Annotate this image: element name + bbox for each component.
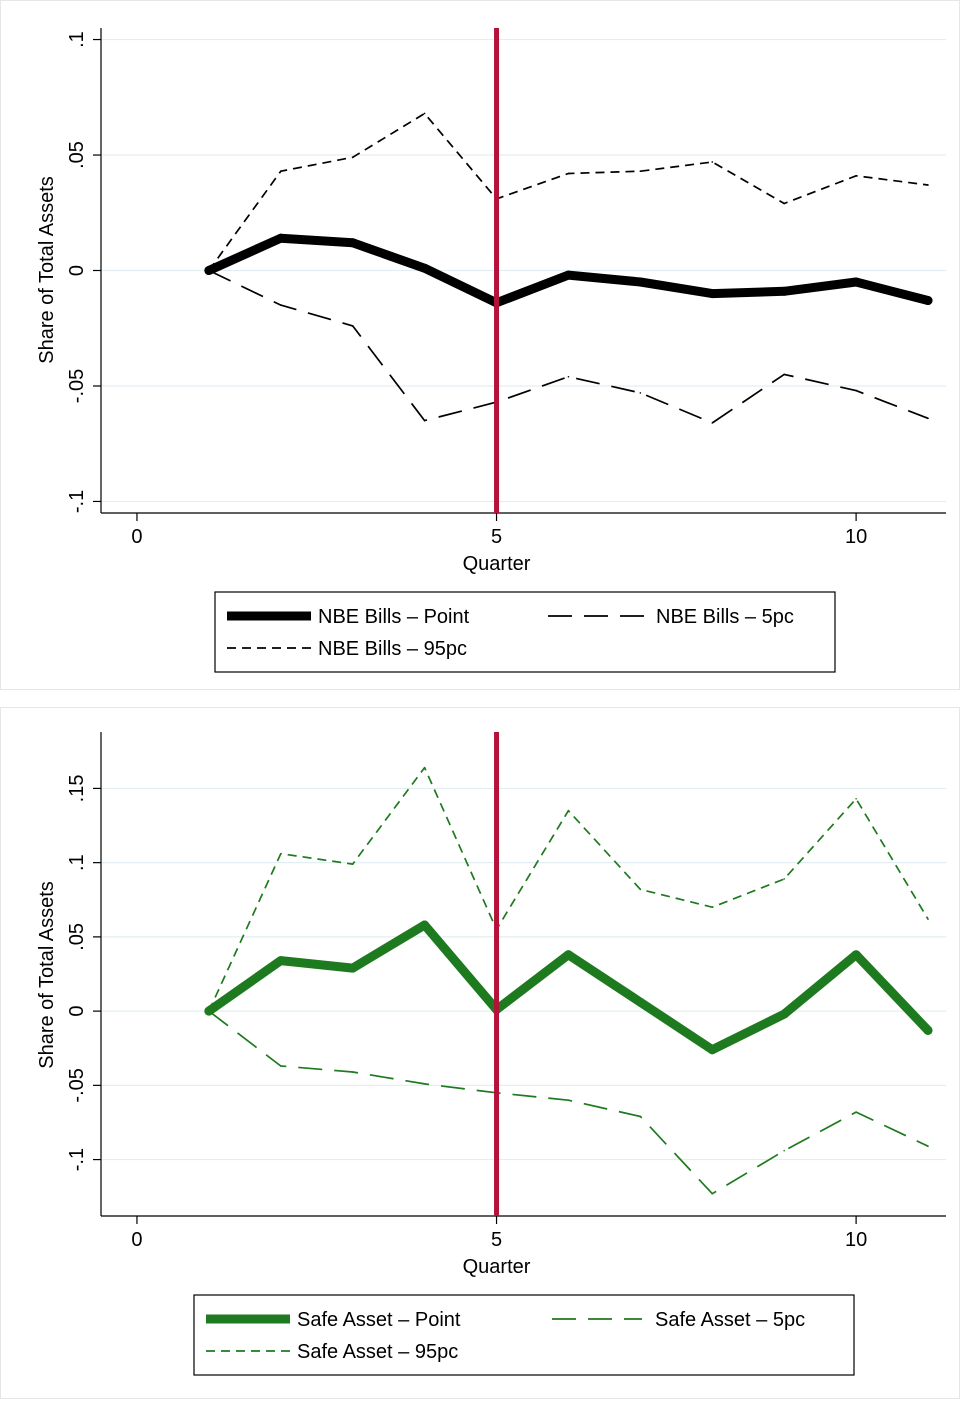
data-point [927,918,929,920]
data-point [851,950,861,960]
data-point [855,1111,857,1113]
legend-label: Safe Asset – 95pc [297,1341,458,1363]
data-point [783,373,785,376]
data-point [567,375,570,378]
chart-panel-2: -.1 -.05 0 .05 .1 .15 0 5 10 Quarter Share of Tota… [0,707,960,1399]
data-point [420,920,430,930]
data-point [423,1083,426,1085]
data-point [927,417,929,420]
y-tick-label: .05 [66,923,88,951]
data-point [351,325,354,327]
y-tick-label: 0 [66,1006,88,1017]
x-tick-label: 10 [845,526,867,548]
data-point [563,950,573,960]
data-point [279,852,282,855]
data-point [208,1010,210,1012]
panel-frame [0,0,960,690]
data-point [420,263,430,273]
data-point [779,1009,789,1019]
chart-panel-1: -.1 -.05 0 .05 .1 0 5 10 Quarter Share of Total A… [0,0,960,690]
data-point [279,170,282,172]
y-tick-label: -.1 [66,490,88,513]
data-point [635,277,645,287]
data-point [639,1115,642,1118]
data-point [711,1192,714,1195]
y-tick-label: .1 [66,854,88,871]
legend-label: Safe Asset – Point [297,1309,461,1331]
data-point [783,202,785,205]
data-point [855,798,857,800]
data-point [711,161,714,163]
data-point [707,1045,717,1055]
x-tick-label: 5 [491,526,502,548]
y-tick-label: -.05 [66,369,88,403]
data-point [208,269,210,272]
data-point [423,112,426,115]
y-tick-label: -.05 [66,1068,88,1102]
data-point [639,888,642,891]
data-point [639,170,642,172]
data-point [927,1145,929,1148]
legend: NBE Bills – Point NBE Bills – 5pc NBE Bill… [214,591,836,673]
legend-label: Safe Asset – 5pc [655,1309,805,1331]
y-tick-label: -.1 [66,1148,88,1171]
data-point [276,233,286,243]
data-point [923,296,933,306]
x-tick-label: 0 [131,526,142,548]
legend-label: NBE Bills – 5pc [656,606,794,628]
legend-box [214,591,836,673]
y-tick-label: .05 [66,141,88,169]
data-point [855,389,857,392]
y-axis-title: Share of Total Assets [36,881,58,1069]
y-tick-label: .15 [66,775,88,803]
data-point [851,277,861,287]
data-point [783,878,785,880]
data-point [923,1025,933,1035]
data-point [567,1099,570,1101]
x-axis-title: Quarter [463,1256,531,1278]
data-point [855,175,857,177]
data-point [567,809,570,812]
y-axis-title: Share of Total Assets [36,176,58,364]
x-axis-title: Quarter [463,553,531,575]
data-point [276,956,286,966]
y-tick-label: 0 [66,265,88,276]
y-tick-label: .1 [66,31,88,48]
data-point [351,863,354,865]
data-point [779,286,789,296]
legend: Safe Asset – Point Safe Asset – 5pc Safe A… [193,1294,855,1376]
data-point [348,238,358,248]
data-point [351,1071,354,1073]
data-point [711,906,714,908]
panel-frame [0,707,960,1399]
legend-box [193,1294,855,1376]
data-point [783,1149,785,1152]
data-point [348,963,358,973]
legend-label: NBE Bills – Point [318,606,470,628]
data-point [711,422,714,424]
legend-label: NBE Bills – 95pc [318,638,467,660]
x-tick-label: 0 [131,1229,142,1251]
data-point [707,289,717,299]
data-point [635,997,645,1007]
x-tick-label: 10 [845,1229,867,1251]
data-point [639,392,642,394]
data-point [567,172,570,175]
data-point [351,156,354,159]
data-point [279,304,282,306]
data-point [423,419,426,422]
data-point [563,270,573,280]
data-point [927,184,929,186]
x-tick-label: 5 [491,1229,502,1251]
data-point [423,766,426,769]
series-line-2 [208,269,929,424]
data-point [279,1065,282,1067]
